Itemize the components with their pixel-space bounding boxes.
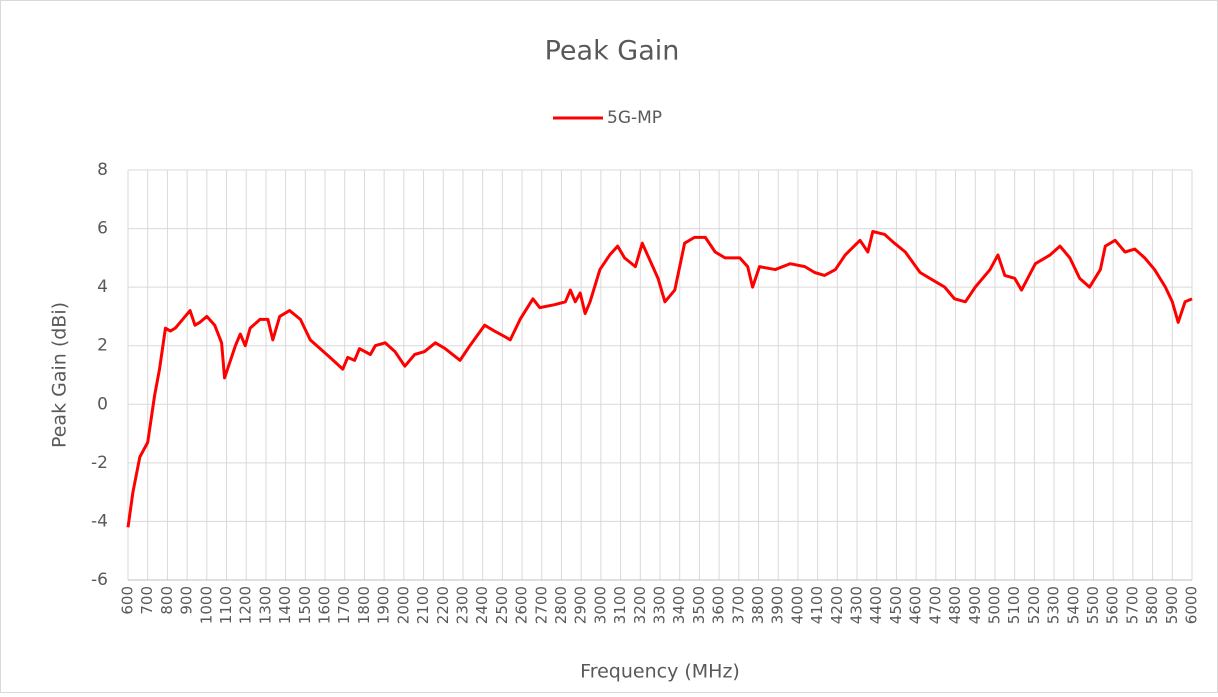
chart-title: Peak Gain xyxy=(545,36,680,67)
x-tick-label: 6000 xyxy=(1183,586,1201,624)
x-tick-label: 4600 xyxy=(907,586,925,624)
x-tick-label: 900 xyxy=(178,586,196,615)
x-tick-label: 3300 xyxy=(651,586,669,624)
x-tick-label: 3600 xyxy=(710,586,728,624)
x-tick-label: 1400 xyxy=(276,586,294,624)
x-tick-label: 5500 xyxy=(1084,586,1102,624)
x-tick-label: 3400 xyxy=(670,586,688,624)
x-tick-label: 2000 xyxy=(394,586,412,624)
x-tick-label: 5400 xyxy=(1064,586,1082,624)
x-tick-label: 4000 xyxy=(788,586,806,624)
x-tick-label: 5200 xyxy=(1025,586,1043,624)
x-tick-label: 1100 xyxy=(217,586,235,624)
y-tick-label: 8 xyxy=(97,160,108,180)
y-tick-label: -2 xyxy=(91,453,108,473)
x-tick-label: 3700 xyxy=(729,586,747,624)
x-tick-label: 5900 xyxy=(1163,586,1181,624)
x-tick-label: 3500 xyxy=(690,586,708,624)
x-tick-label: 5800 xyxy=(1143,586,1161,624)
x-tick-label: 4200 xyxy=(828,586,846,624)
x-tick-label: 5300 xyxy=(1045,586,1063,624)
x-tick-label: 2300 xyxy=(453,586,471,624)
x-tick-label: 4400 xyxy=(867,586,885,624)
y-tick-label: -6 xyxy=(91,570,108,590)
x-tick-label: 5000 xyxy=(985,586,1003,624)
x-tick-label: 2600 xyxy=(513,586,531,624)
x-tick-label: 1600 xyxy=(316,586,334,624)
x-tick-label: 5700 xyxy=(1123,586,1141,624)
x-tick-label: 3800 xyxy=(749,586,767,624)
x-tick-label: 1800 xyxy=(355,586,373,624)
y-axis-label: Peak Gain (dBi) xyxy=(49,302,71,448)
x-tick-label: 3900 xyxy=(769,586,787,624)
x-tick-label: 1500 xyxy=(296,586,314,624)
x-tick-label: 2700 xyxy=(532,586,550,624)
y-tick-label: 0 xyxy=(97,394,108,414)
x-tick-label: 2900 xyxy=(572,586,590,624)
x-tick-label: 4700 xyxy=(926,586,944,624)
y-tick-label: -4 xyxy=(91,511,108,531)
x-tick-label: 2200 xyxy=(434,586,452,624)
x-tick-label: 700 xyxy=(138,586,156,615)
y-tick-label: 2 xyxy=(97,336,108,356)
x-tick-label: 4100 xyxy=(808,586,826,624)
x-tick-label: 3000 xyxy=(591,586,609,624)
x-tick-label: 800 xyxy=(158,586,176,615)
x-tick-label: 4300 xyxy=(848,586,866,624)
x-tick-label: 5100 xyxy=(1005,586,1023,624)
x-tick-label: 1200 xyxy=(237,586,255,624)
x-tick-label: 3200 xyxy=(631,586,649,624)
x-tick-label: 3100 xyxy=(611,586,629,624)
x-tick-label: 2800 xyxy=(552,586,570,624)
x-tick-label: 4500 xyxy=(887,586,905,624)
x-tick-label: 2400 xyxy=(473,586,491,624)
x-tick-label: 1300 xyxy=(256,586,274,624)
x-tick-label: 4800 xyxy=(946,586,964,624)
x-tick-label: 1000 xyxy=(197,586,215,624)
x-tick-label: 1700 xyxy=(335,586,353,624)
legend-label: 5G-MP xyxy=(607,108,662,128)
x-axis-label: Frequency (MHz) xyxy=(580,661,740,683)
data-line xyxy=(126,230,1193,528)
x-tick-label: 2500 xyxy=(493,586,511,624)
x-tick-label: 2100 xyxy=(414,586,432,624)
y-tick-label: 4 xyxy=(97,277,108,297)
x-tick-label: 600 xyxy=(119,586,137,615)
x-tick-label: 5600 xyxy=(1104,586,1122,624)
x-tick-label: 1900 xyxy=(375,586,393,624)
y-tick-label: 6 xyxy=(97,219,108,239)
x-tick-label: 4900 xyxy=(966,586,984,624)
